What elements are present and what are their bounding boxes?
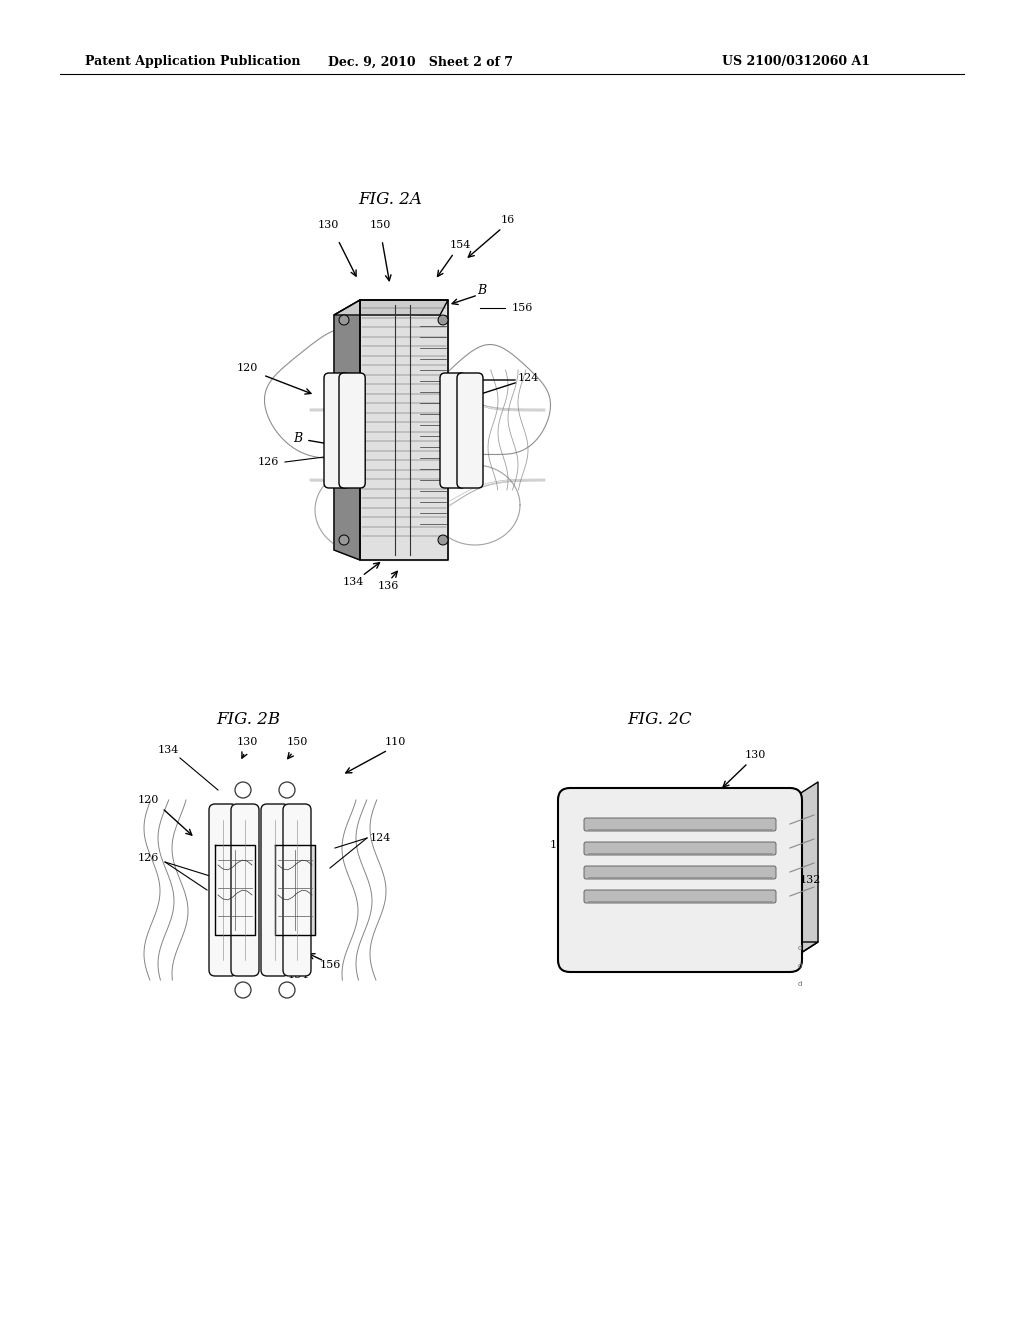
Text: FIG. 2B: FIG. 2B [216, 711, 280, 729]
Text: FIG. 2C: FIG. 2C [628, 711, 692, 729]
Text: d: d [798, 945, 803, 950]
FancyBboxPatch shape [261, 804, 289, 975]
FancyBboxPatch shape [558, 788, 802, 972]
Text: B: B [477, 284, 486, 297]
Text: 156: 156 [319, 960, 341, 970]
FancyBboxPatch shape [584, 890, 776, 903]
Text: 130: 130 [237, 737, 258, 747]
Polygon shape [360, 300, 449, 560]
Polygon shape [790, 781, 818, 960]
Text: 120: 120 [137, 795, 159, 805]
FancyBboxPatch shape [584, 818, 776, 832]
FancyBboxPatch shape [440, 374, 466, 488]
Text: US 2100/0312060 A1: US 2100/0312060 A1 [722, 55, 870, 69]
Text: 154: 154 [288, 970, 308, 979]
Polygon shape [334, 300, 449, 315]
FancyBboxPatch shape [584, 842, 776, 855]
FancyBboxPatch shape [283, 804, 311, 975]
Text: Patent Application Publication: Patent Application Publication [85, 55, 300, 69]
Text: 154: 154 [450, 240, 471, 249]
Text: 134: 134 [549, 840, 570, 850]
Text: 150: 150 [370, 220, 391, 230]
Polygon shape [215, 845, 255, 935]
Text: 110: 110 [384, 737, 406, 747]
Polygon shape [334, 300, 360, 560]
Polygon shape [570, 942, 818, 960]
FancyBboxPatch shape [584, 866, 776, 879]
Text: 126: 126 [137, 853, 159, 863]
Polygon shape [275, 845, 315, 935]
Text: 124: 124 [370, 833, 391, 843]
Text: 120: 120 [237, 363, 258, 374]
Text: d: d [798, 981, 803, 987]
Circle shape [339, 535, 349, 545]
Text: B: B [294, 432, 302, 445]
Circle shape [339, 315, 349, 325]
Circle shape [438, 535, 449, 545]
Text: 150: 150 [287, 737, 307, 747]
Text: 16: 16 [501, 215, 515, 224]
Text: 124: 124 [517, 374, 539, 383]
Text: 130: 130 [744, 750, 766, 760]
Circle shape [438, 315, 449, 325]
Text: 130: 130 [317, 220, 339, 230]
Text: d: d [798, 964, 803, 969]
Text: 126: 126 [257, 457, 279, 467]
FancyBboxPatch shape [457, 374, 483, 488]
Text: 134: 134 [342, 577, 364, 587]
FancyBboxPatch shape [339, 374, 366, 488]
Text: 156: 156 [511, 304, 532, 313]
Text: FIG. 2A: FIG. 2A [358, 191, 422, 209]
Text: 134: 134 [158, 744, 178, 755]
Text: Dec. 9, 2010   Sheet 2 of 7: Dec. 9, 2010 Sheet 2 of 7 [328, 55, 512, 69]
Text: 136: 136 [207, 965, 228, 975]
Text: 136: 136 [377, 581, 398, 591]
FancyBboxPatch shape [231, 804, 259, 975]
FancyBboxPatch shape [209, 804, 237, 975]
FancyBboxPatch shape [324, 374, 350, 488]
Text: 132: 132 [800, 875, 820, 884]
